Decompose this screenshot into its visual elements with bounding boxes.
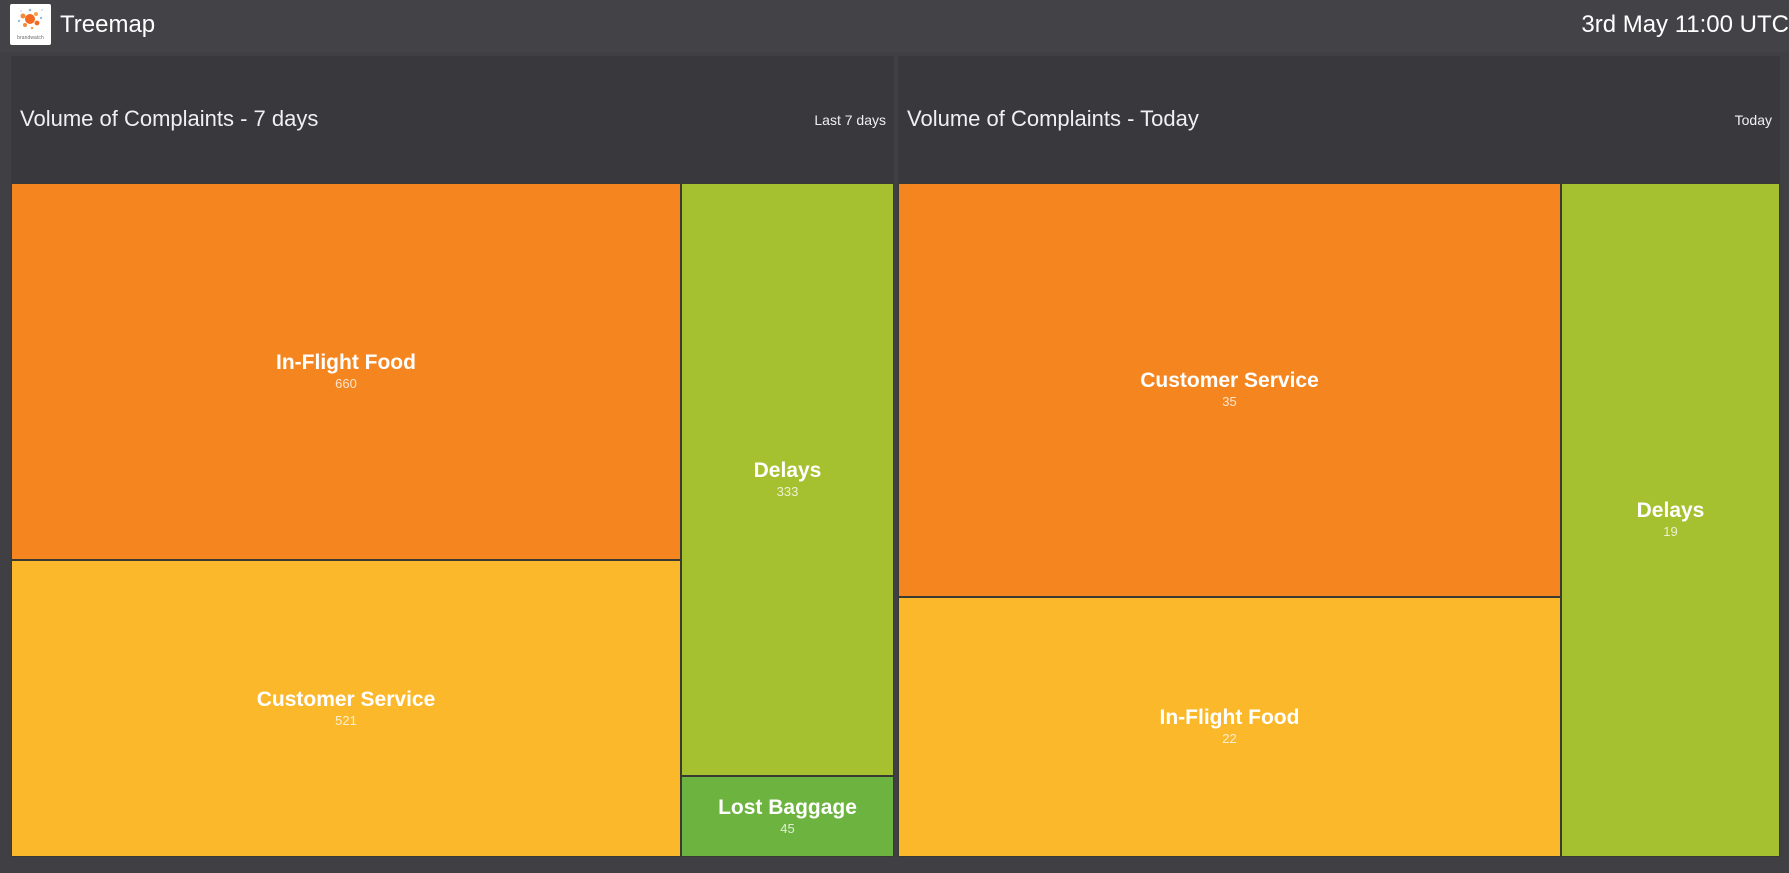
treemap-cell-value: 19: [1663, 524, 1678, 539]
logo-mark-icon: [17, 8, 43, 30]
treemap-cell-delays[interactable]: Delays 19: [1561, 183, 1780, 857]
treemap-7-days: In-Flight Food 660 Customer Service 521 Dela…: [11, 183, 894, 857]
panel-title: Volume of Complaints - Today: [907, 106, 1199, 131]
treemap-cell-label: In-Flight Food: [1159, 706, 1300, 729]
logo-text: brandwatch: [17, 35, 44, 41]
treemap-cell-label: Delays: [753, 458, 822, 482]
treemap-cell-customer-service[interactable]: Customer Service 35: [898, 183, 1561, 597]
treemap-cell-label: Lost Baggage: [718, 795, 857, 819]
treemap-cell-in-flight-food[interactable]: In-Flight Food 660: [11, 183, 681, 560]
page-title: Treemap: [60, 11, 156, 38]
treemap-cell-label: Delays: [1636, 499, 1705, 522]
treemap-cell-customer-service[interactable]: Customer Service 521: [11, 560, 681, 857]
panel-header: Volume of Complaints - Today Today: [898, 56, 1780, 183]
top-bar: brandwatch Treemap 3rd May 11:00 UTC: [0, 0, 1789, 52]
panel-header: Volume of Complaints - 7 days Last 7 day…: [11, 56, 894, 183]
treemap-cell-value: 22: [1222, 731, 1237, 746]
treemap-cell-value: 521: [335, 712, 357, 728]
treemap-cell-value: 333: [776, 483, 799, 499]
panel-title: Volume of Complaints - 7 days: [20, 106, 319, 131]
panel-range-label: Last 7 days: [814, 112, 886, 128]
treemap-today: Customer Service 35 In-Flight Food 22 Delays…: [898, 183, 1780, 857]
treemap-cell-value: 45: [780, 820, 795, 836]
treemap-cell-label: Customer Service: [256, 687, 436, 711]
panel-complaints-7-days: Volume of Complaints - 7 days Last 7 day…: [11, 56, 894, 857]
panel-range-label: Today: [1734, 112, 1772, 128]
brandwatch-logo[interactable]: brandwatch: [10, 4, 51, 45]
treemap-cell-delays[interactable]: Delays 333: [681, 183, 894, 776]
treemap-cell-lost-baggage[interactable]: Lost Baggage 45: [681, 776, 894, 857]
treemap-cell-value: 35: [1222, 394, 1237, 409]
treemap-cell-in-flight-food[interactable]: In-Flight Food 22: [898, 597, 1561, 857]
treemap-cell-value: 660: [335, 375, 357, 391]
treemap-cell-label: In-Flight Food: [276, 350, 416, 374]
panel-complaints-today: Volume of Complaints - Today Today Custo…: [898, 56, 1780, 857]
treemap-cell-label: Customer Service: [1140, 369, 1319, 392]
datetime-display: 3rd May 11:00 UTC: [1581, 11, 1789, 38]
